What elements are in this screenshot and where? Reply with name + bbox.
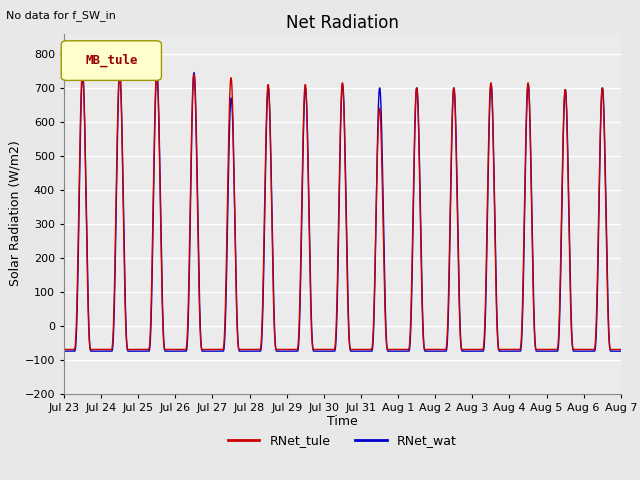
- RNet_wat: [436, 348, 444, 354]
- Text: No data for f_SW_in: No data for f_SW_in: [6, 10, 116, 21]
- RNet_wat: [322, 348, 330, 354]
- RNet_tule: [60, 347, 68, 352]
- RNet_tule: [436, 347, 444, 352]
- RNet_tule: [161, 345, 168, 351]
- Title: Net Radiation: Net Radiation: [286, 14, 399, 32]
- RNet_wat: [499, 348, 507, 354]
- RNet_wat: [617, 348, 625, 354]
- RNet_tule: [499, 347, 507, 352]
- FancyBboxPatch shape: [61, 41, 161, 80]
- RNet_wat: [160, 342, 168, 348]
- Legend: RNet_tule, RNet_wat: RNet_tule, RNet_wat: [223, 429, 461, 452]
- RNet_tule: [322, 347, 330, 352]
- RNet_tule: [467, 347, 475, 352]
- RNet_wat: [60, 348, 68, 354]
- Y-axis label: Solar Radiation (W/m2): Solar Radiation (W/m2): [9, 141, 22, 287]
- RNet_tule: [79, 68, 86, 74]
- RNet_tule: [616, 347, 624, 352]
- Line: RNet_wat: RNet_wat: [64, 72, 621, 351]
- Line: RNet_tule: RNet_tule: [64, 71, 621, 349]
- RNet_wat: [190, 70, 198, 75]
- RNet_tule: [617, 347, 625, 352]
- Text: MB_tule: MB_tule: [85, 54, 138, 67]
- X-axis label: Time: Time: [327, 415, 358, 429]
- RNet_wat: [616, 348, 624, 354]
- RNet_wat: [467, 348, 475, 354]
